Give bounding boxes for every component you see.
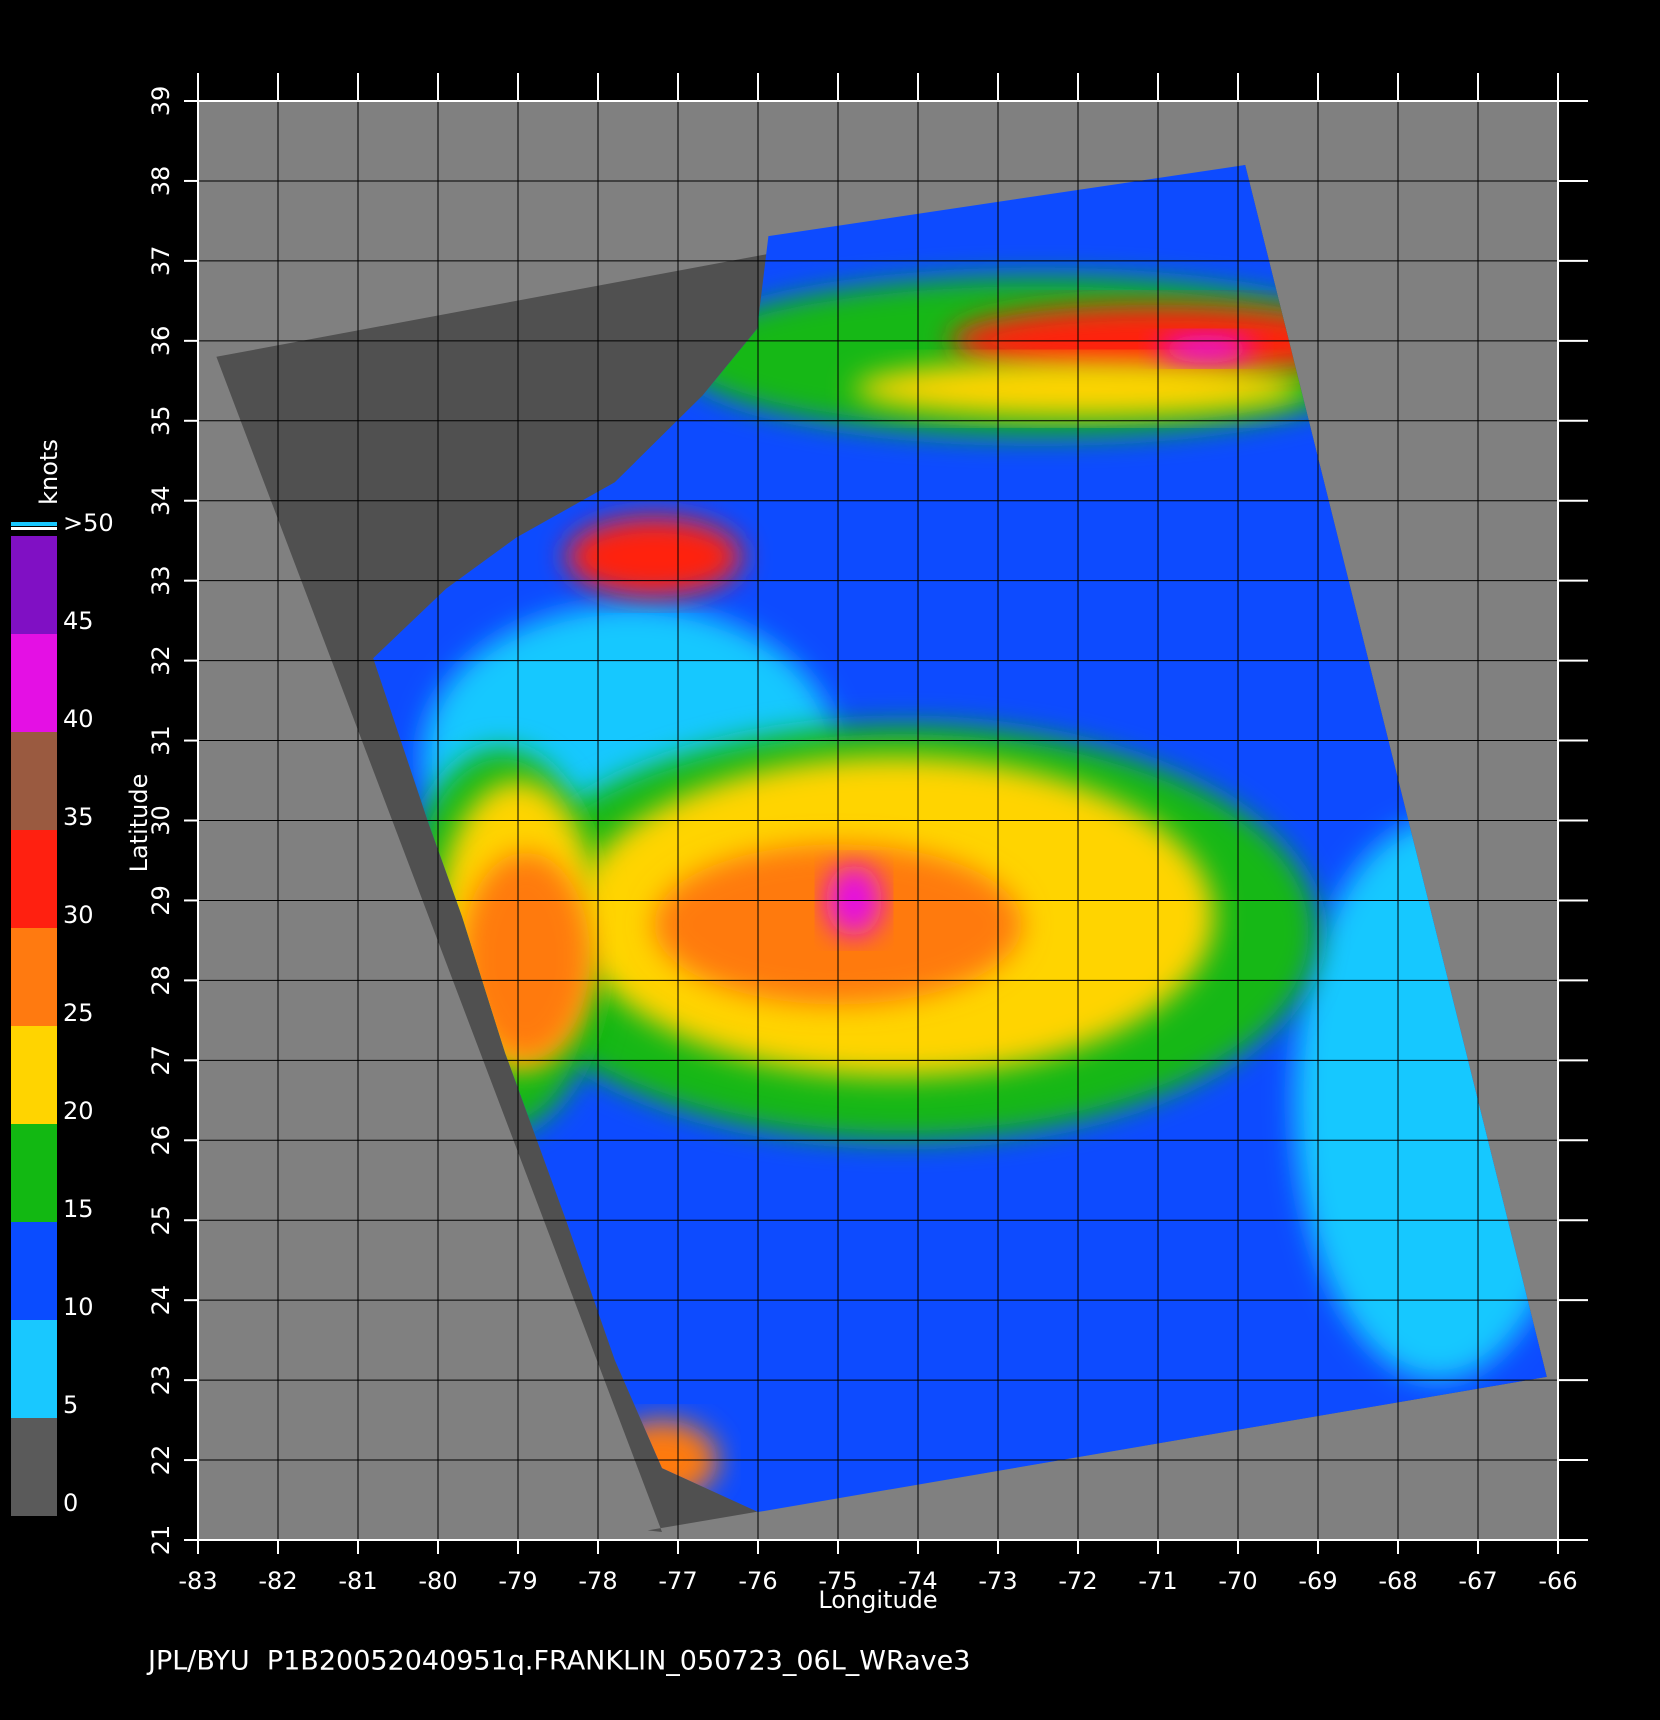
wind-region <box>1158 334 1254 364</box>
colorbar-tick-label: 45 <box>63 607 94 635</box>
colorbar-tick-label: >50 <box>63 509 114 537</box>
y-tick-label: 39 <box>147 86 175 117</box>
colorbar-segment <box>11 732 57 830</box>
axes: -83 -82 -81 -80 -79 -78 -77 -76 -75 -74 -73 -72 -71 -… <box>11 73 1588 1595</box>
x-tick-label: -79 <box>498 1567 537 1595</box>
colorbar-segment <box>11 1124 57 1222</box>
colorbar-tick-label: 40 <box>63 705 94 733</box>
colorbar-tick-label: 5 <box>63 1391 78 1419</box>
colorbar-segment <box>11 928 57 1026</box>
y-tick-label: 35 <box>147 406 175 437</box>
x-tick-label: -71 <box>1138 1567 1177 1595</box>
x-tick-label: -72 <box>1058 1567 1097 1595</box>
colorbar-tick-label: 0 <box>63 1489 78 1517</box>
x-tick-label: -81 <box>338 1567 377 1595</box>
y-axis-label: Latitude <box>125 774 153 873</box>
x-tick-label: -66 <box>1538 1567 1577 1595</box>
colorbar-segment <box>11 1418 57 1516</box>
colorbar-tick-label: 25 <box>63 999 94 1027</box>
y-tick-label: 23 <box>147 1365 175 1396</box>
caption: JPL/BYU P1B20052040951q.FRANKLIN_050723_… <box>146 1646 970 1677</box>
colorbar-segment <box>11 1320 57 1418</box>
colorbar-tick-label: 30 <box>63 901 94 929</box>
colorbar-tick-label: 10 <box>63 1293 94 1321</box>
y-tick-label: 29 <box>147 885 175 916</box>
y-tick-label: 32 <box>147 645 175 676</box>
y-tick-label: 24 <box>147 1285 175 1316</box>
y-tick-label: 36 <box>147 326 175 357</box>
colorbar-segment <box>11 1026 57 1124</box>
wind-region <box>462 852 590 1061</box>
wind-region <box>566 516 742 597</box>
x-tick-label: -68 <box>1378 1567 1417 1595</box>
y-tick-label: 38 <box>147 166 175 197</box>
y-tick-label: 26 <box>147 1125 175 1156</box>
colorbar-segment <box>11 536 57 634</box>
y-tick-label: 30 <box>147 805 175 836</box>
x-tick-label: -73 <box>978 1567 1017 1595</box>
colorbar-segment <box>11 830 57 928</box>
y-tick-label: 33 <box>147 565 175 596</box>
x-tick-label: -77 <box>658 1567 697 1595</box>
colorbar-tick-label: 20 <box>63 1097 94 1125</box>
y-tick-label: 25 <box>147 1205 175 1236</box>
y-tick-label: 37 <box>147 246 175 277</box>
colorbar-cap <box>11 522 57 526</box>
y-tick-label: 28 <box>147 965 175 996</box>
colorbar-cap <box>11 527 57 530</box>
x-tick-label: -83 <box>178 1567 217 1595</box>
y-tick-label: 22 <box>147 1445 175 1476</box>
colorbar-tick-label: 35 <box>63 803 94 831</box>
x-tick-label: -76 <box>738 1567 777 1595</box>
y-tick-label: 21 <box>147 1525 175 1556</box>
y-tick-label: 34 <box>147 485 175 516</box>
colorbar-segment <box>11 1222 57 1320</box>
colorbar-tick-label: 15 <box>63 1195 94 1223</box>
colorbar-segment <box>11 634 57 732</box>
x-tick-label: -74 <box>898 1567 937 1595</box>
x-tick-label: -67 <box>1458 1567 1497 1595</box>
x-axis-label: Longitude <box>818 1586 937 1614</box>
x-tick-label: -80 <box>418 1567 457 1595</box>
x-tick-label: -69 <box>1298 1567 1337 1595</box>
x-tick-label: -75 <box>818 1567 857 1595</box>
y-tick-label: 27 <box>147 1045 175 1076</box>
x-tick-label: -82 <box>258 1567 297 1595</box>
y-tick-label: 31 <box>147 725 175 756</box>
x-tick-label: -70 <box>1218 1567 1257 1595</box>
x-tick-label: -78 <box>578 1567 617 1595</box>
colorbar-label: knots <box>35 439 63 505</box>
